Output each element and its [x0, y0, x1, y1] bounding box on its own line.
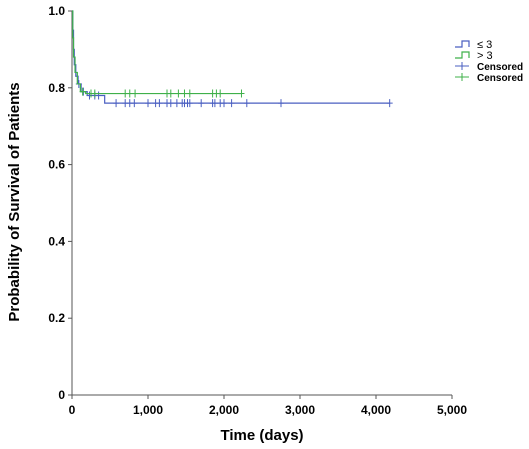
- y-tick-label: 0.4: [48, 234, 65, 248]
- censor-mark: [91, 89, 98, 98]
- y-tick-label: 0.2: [48, 311, 65, 325]
- x-tick-label: 3,000: [285, 403, 315, 417]
- censor-mark: [198, 99, 205, 108]
- x-tick-label: 5,000: [437, 403, 467, 417]
- series-line-2: [72, 10, 242, 95]
- censor-mark: [132, 89, 139, 98]
- censor-mark: [167, 89, 174, 98]
- censor-mark: [145, 99, 151, 108]
- y-axis-title: Probability of Survival of Patients: [6, 82, 23, 321]
- censor-mark: [228, 99, 235, 108]
- x-tick-label: 4,000: [361, 403, 391, 417]
- censor-mark: [131, 99, 138, 108]
- censor-mark: [217, 89, 224, 98]
- censor-mark: [175, 89, 182, 98]
- censor-mark: [221, 99, 227, 108]
- censor-mark: [211, 99, 218, 108]
- censor-mark: [167, 99, 174, 108]
- y-tick-label: 1.0: [48, 4, 65, 18]
- censor-mark: [126, 89, 133, 98]
- plot-area: [72, 10, 393, 108]
- censor-mark: [181, 89, 188, 98]
- legend-step-icon: [455, 51, 470, 59]
- y-tick-label: 0.8: [48, 81, 65, 95]
- x-tick-label: 1,000: [133, 403, 163, 417]
- censor-mark: [95, 91, 102, 100]
- censor-mark: [238, 89, 245, 98]
- y-tick-label: 0.6: [48, 158, 65, 172]
- censor-mark: [386, 99, 393, 108]
- legend-censor-icon: [455, 62, 469, 70]
- x-tick-label: 2,000: [209, 403, 239, 417]
- censor-mark: [186, 89, 193, 98]
- legend-step-icon: [455, 40, 470, 48]
- x-tick-label: 0: [69, 403, 76, 417]
- series-line-1: [72, 10, 390, 104]
- censor-mark: [156, 99, 163, 108]
- legend-label: Censored: [477, 62, 523, 73]
- legend-label: > 3: [477, 50, 493, 62]
- chart-axes: 0 1,000 2,000 3,000 4,000 5,000 0 0.2 0.4 0.6 0.8 1…: [48, 4, 467, 417]
- censor-mark: [113, 99, 120, 108]
- censor-mark: [243, 99, 250, 108]
- censor-mark: [79, 87, 86, 96]
- legend-label: Censored: [477, 73, 523, 84]
- censor-mark: [278, 99, 284, 108]
- y-tick-label: 0: [58, 388, 65, 402]
- x-axis-title: Time (days): [220, 427, 303, 444]
- legend-label: ≤ 3: [477, 39, 492, 51]
- legend-censor-icon: [455, 73, 469, 81]
- censor-mark: [186, 99, 193, 108]
- censor-mark: [173, 99, 180, 108]
